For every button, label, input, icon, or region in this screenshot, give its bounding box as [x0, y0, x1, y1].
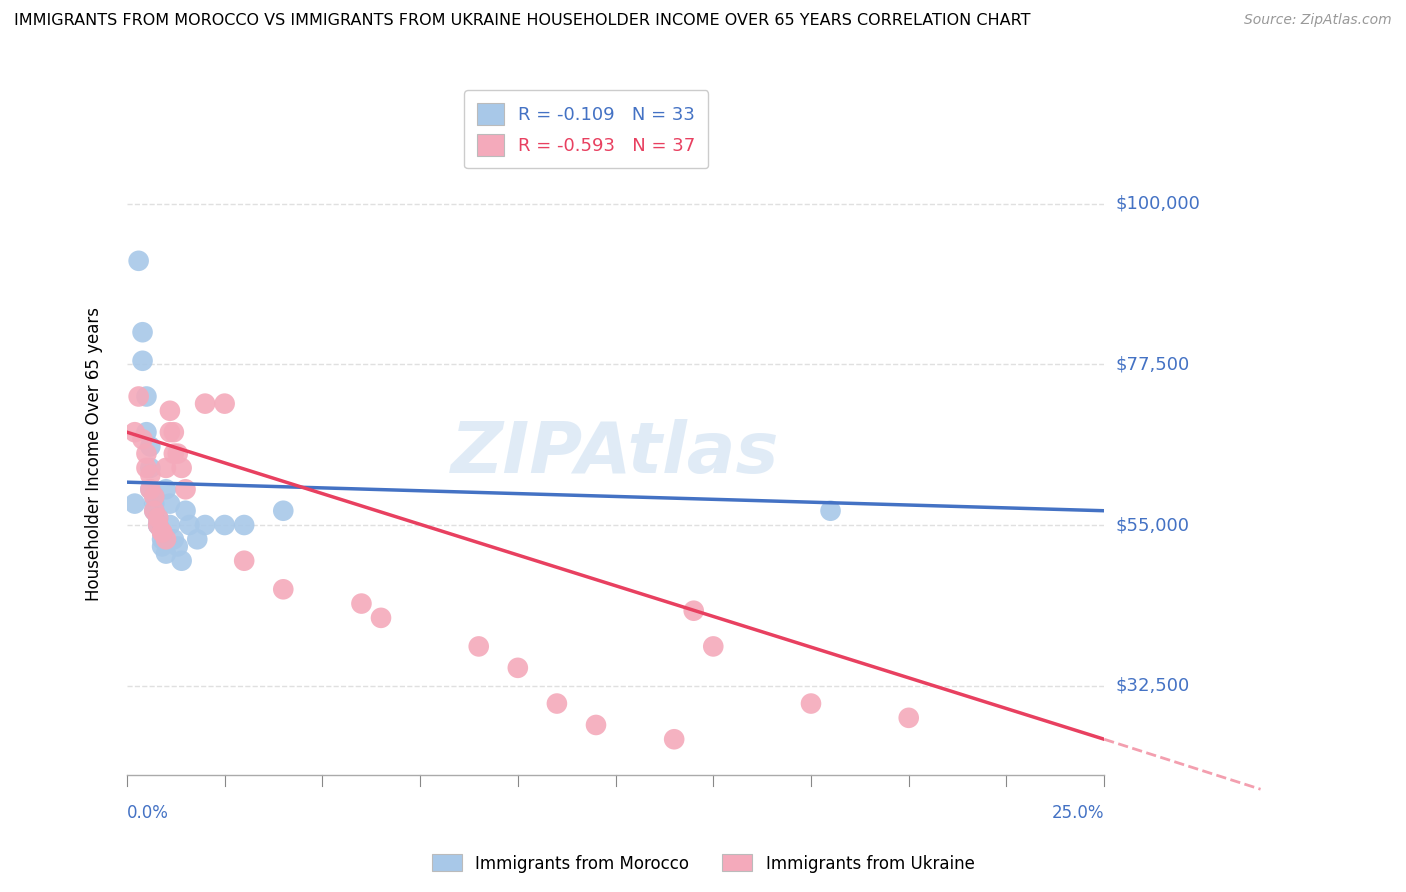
Point — [139, 440, 162, 454]
Point — [682, 604, 704, 618]
Point — [170, 461, 193, 475]
Point — [128, 389, 150, 403]
Y-axis label: Householder Income Over 65 years: Householder Income Over 65 years — [86, 307, 103, 600]
Point — [143, 504, 166, 518]
Point — [131, 433, 153, 447]
Point — [897, 711, 920, 725]
Point — [166, 540, 188, 554]
Point — [159, 404, 181, 418]
Legend: Immigrants from Morocco, Immigrants from Ukraine: Immigrants from Morocco, Immigrants from… — [425, 847, 981, 880]
Point — [233, 518, 256, 533]
Point — [155, 533, 177, 547]
Text: 25.0%: 25.0% — [1052, 804, 1104, 822]
Point — [186, 533, 208, 547]
Point — [800, 697, 823, 711]
Point — [163, 533, 186, 547]
Point — [148, 518, 170, 533]
Text: Source: ZipAtlas.com: Source: ZipAtlas.com — [1244, 13, 1392, 28]
Point — [174, 504, 197, 518]
Point — [271, 504, 294, 518]
Point — [139, 468, 162, 483]
Point — [150, 525, 173, 540]
Point — [159, 425, 181, 440]
Text: ZIPAtlas: ZIPAtlas — [451, 419, 780, 488]
Point — [143, 504, 166, 518]
Point — [135, 461, 157, 475]
Point — [585, 718, 607, 732]
Point — [170, 554, 193, 568]
Point — [150, 525, 173, 540]
Text: $55,000: $55,000 — [1116, 516, 1189, 534]
Point — [546, 697, 568, 711]
Legend: R = -0.109   N = 33, R = -0.593   N = 37: R = -0.109 N = 33, R = -0.593 N = 37 — [464, 90, 709, 169]
Point — [179, 518, 201, 533]
Point — [271, 582, 294, 597]
Point — [139, 461, 162, 475]
Text: $100,000: $100,000 — [1116, 194, 1201, 212]
Point — [820, 504, 842, 518]
Point — [166, 447, 188, 461]
Point — [148, 518, 170, 533]
Point — [150, 525, 173, 540]
Point — [124, 497, 146, 511]
Point — [124, 425, 146, 440]
Point — [155, 461, 177, 475]
Point — [506, 661, 529, 675]
Point — [131, 325, 153, 339]
Point — [143, 497, 166, 511]
Point — [155, 483, 177, 497]
Point — [159, 518, 181, 533]
Point — [467, 640, 489, 654]
Point — [135, 447, 157, 461]
Point — [370, 611, 392, 625]
Point — [233, 554, 256, 568]
Point — [163, 447, 186, 461]
Point — [214, 518, 236, 533]
Point — [139, 483, 162, 497]
Point — [194, 397, 217, 411]
Point — [148, 511, 170, 525]
Point — [350, 597, 373, 611]
Point — [214, 397, 236, 411]
Point — [143, 490, 166, 504]
Point — [135, 389, 157, 403]
Point — [702, 640, 724, 654]
Text: 0.0%: 0.0% — [127, 804, 169, 822]
Point — [194, 518, 217, 533]
Text: IMMIGRANTS FROM MOROCCO VS IMMIGRANTS FROM UKRAINE HOUSEHOLDER INCOME OVER 65 YE: IMMIGRANTS FROM MOROCCO VS IMMIGRANTS FR… — [14, 13, 1031, 29]
Point — [135, 425, 157, 440]
Point — [128, 253, 150, 268]
Point — [174, 483, 197, 497]
Point — [143, 490, 166, 504]
Point — [150, 540, 173, 554]
Point — [155, 547, 177, 561]
Point — [159, 497, 181, 511]
Point — [148, 518, 170, 533]
Text: $77,500: $77,500 — [1116, 355, 1189, 374]
Point — [163, 425, 186, 440]
Text: $32,500: $32,500 — [1116, 677, 1189, 695]
Point — [148, 511, 170, 525]
Point — [131, 353, 153, 368]
Point — [139, 483, 162, 497]
Point — [664, 732, 686, 747]
Point — [150, 533, 173, 547]
